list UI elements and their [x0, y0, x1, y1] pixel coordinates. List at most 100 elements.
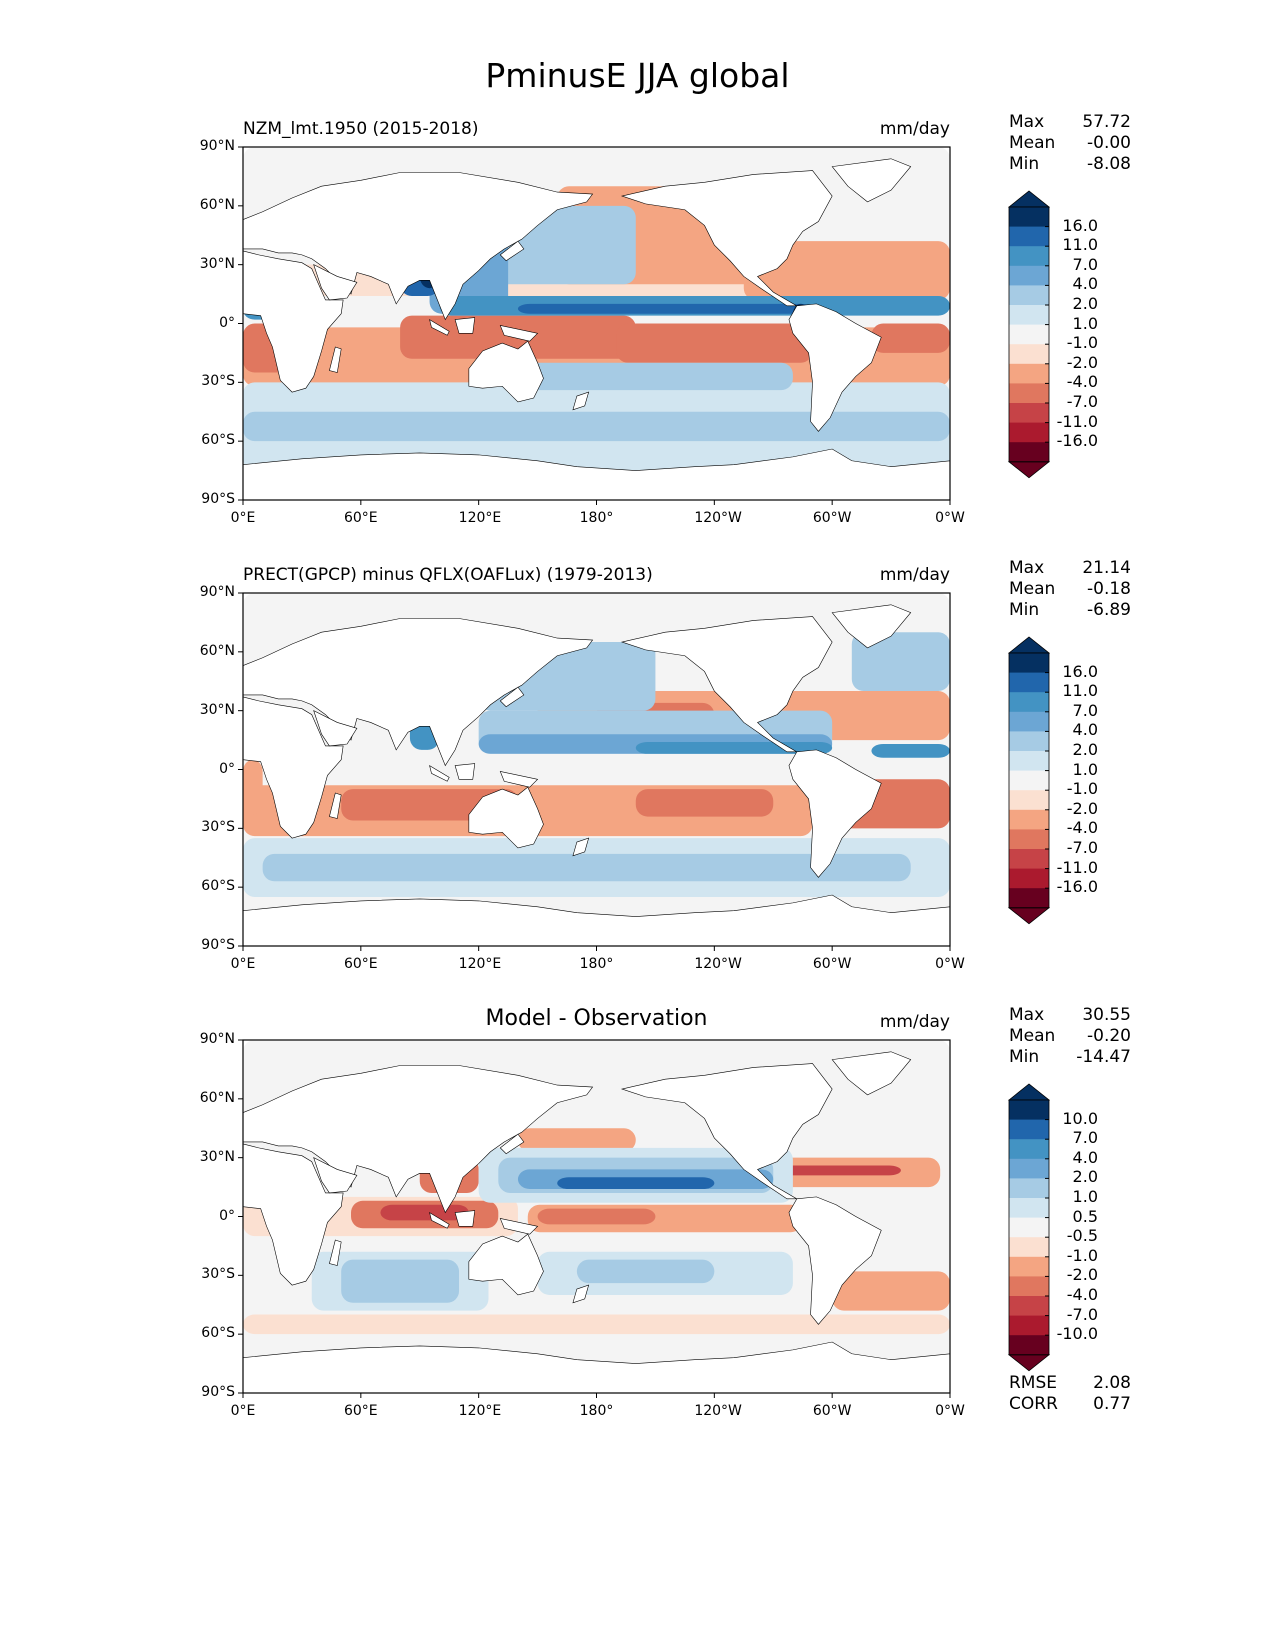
field-contour [763, 1165, 901, 1176]
colorbar-swatch [1009, 1315, 1049, 1336]
colorbar-extend-bottom [1007, 1354, 1051, 1372]
colorbar-level: 7.0 [1072, 700, 1098, 720]
field-contour [243, 1314, 950, 1335]
stat-value: 57.72 [1082, 112, 1131, 132]
field-contour [576, 1259, 715, 1284]
metric-value: 0.77 [1093, 1394, 1131, 1414]
field-contour [635, 789, 774, 817]
field-contour [557, 1177, 715, 1190]
colorbar-level: -4.0 [1066, 372, 1098, 392]
colorbar-level: -2.0 [1066, 798, 1098, 818]
colorbar-level: 16.0 [1062, 661, 1098, 681]
colorbar-swatch [1009, 265, 1049, 286]
colorbar-level: 16.0 [1062, 215, 1098, 235]
colorbar-frame [1008, 1099, 1050, 1356]
colorbar-level: -11.0 [1056, 411, 1098, 431]
colorbar-extend-bottom [1007, 907, 1051, 925]
colorbar-level: -2.0 [1066, 352, 1098, 372]
stat-value: -6.89 [1087, 600, 1131, 620]
colorbar-swatch [1009, 692, 1049, 713]
colorbar-swatch [1009, 1158, 1049, 1179]
map-field-difference [243, 1040, 950, 1393]
y-tick-label: 30°N [199, 1148, 235, 1165]
x-tick-label: 120°E [458, 1403, 502, 1419]
colorbar-level: 2.0 [1072, 294, 1098, 313]
y-tick-label: 90°N [199, 138, 235, 154]
colorbar-level: -1.0 [1066, 1245, 1098, 1265]
colorbar-swatch [1009, 1335, 1049, 1356]
y-tick-label: 60°S [201, 1325, 235, 1342]
colorbar-extend-bottom [1007, 461, 1051, 479]
colorbar-swatch [1009, 829, 1049, 850]
colorbar-swatch [1009, 809, 1049, 830]
field-contour [517, 362, 793, 391]
field-contour [243, 411, 950, 442]
x-tick-label: 120°W [694, 510, 742, 526]
y-tick-label: 60°N [199, 642, 235, 659]
x-tick-label: 180° [579, 956, 614, 972]
metric-label: RMSE [1009, 1373, 1058, 1393]
colorbar-swatch [1009, 1119, 1049, 1140]
colorbar-swatch [1009, 1256, 1049, 1277]
y-tick-label: 60°N [199, 196, 235, 213]
field-contour [537, 1208, 656, 1225]
field-contour [341, 1259, 460, 1303]
stat-value: -8.08 [1087, 154, 1131, 174]
colorbar [1007, 1083, 1051, 1372]
x-tick-label: 60°W [812, 956, 852, 972]
stat-value: -0.20 [1087, 1026, 1131, 1046]
y-tick-label: 30°N [199, 255, 235, 272]
field-contour [871, 323, 950, 353]
metric-label: CORR [1009, 1394, 1058, 1414]
stat-label: Max [1009, 1005, 1045, 1025]
colorbar-level: -7.0 [1066, 1304, 1098, 1324]
field-contour [517, 303, 813, 314]
x-tick-label: 120°E [458, 510, 502, 526]
colorbar-level: -16.0 [1056, 877, 1098, 897]
colorbar-swatch [1009, 344, 1049, 365]
colorbar-level: 1.0 [1072, 1187, 1098, 1206]
y-tick-label: 0° [219, 760, 235, 777]
x-tick-label: 60°W [812, 1403, 852, 1419]
field-contour [616, 323, 813, 363]
colorbar-swatch [1009, 1100, 1049, 1121]
stat-label: Mean [1009, 579, 1056, 599]
field-contour [517, 1128, 636, 1152]
y-tick-label: 90°S [201, 937, 235, 953]
x-tick-label: 120°W [694, 1403, 742, 1419]
colorbar-swatch [1009, 653, 1049, 674]
colorbar-swatch [1009, 363, 1049, 384]
colorbar-level: 0.5 [1072, 1206, 1098, 1226]
colorbar-level: 2.0 [1072, 740, 1098, 759]
x-tick-label: 0°E [230, 1403, 256, 1419]
panel-units: mm/day [879, 119, 950, 139]
x-tick-label: 120°E [458, 956, 502, 972]
colorbar-level: -4.0 [1066, 818, 1098, 838]
x-tick-label: 0°E [230, 510, 256, 526]
colorbar-level: -7.0 [1066, 392, 1098, 411]
colorbar-level: -4.0 [1066, 1285, 1098, 1304]
stats-block: Max 30.55 Mean -0.20 Min -14.47 [1009, 1005, 1131, 1068]
colorbar-swatch [1009, 849, 1049, 870]
colorbar-level: -0.5 [1066, 1226, 1098, 1246]
x-tick-label: 60°E [343, 1403, 378, 1419]
colorbar-swatch [1009, 1139, 1049, 1160]
y-tick-label: 90°S [201, 1384, 235, 1400]
stat-label: Min [1009, 1047, 1040, 1067]
y-tick-label: 90°S [201, 491, 235, 507]
colorbar [1007, 190, 1051, 479]
x-tick-label: 0°W [935, 510, 965, 526]
colorbar-level: -16.0 [1056, 431, 1098, 451]
x-tick-label: 180° [579, 1403, 614, 1419]
colorbar-swatch [1009, 1198, 1049, 1219]
figure-title: PminusE JJA global [485, 56, 790, 95]
colorbar-frame [1008, 206, 1050, 463]
panel-title: Model - Observation [485, 1006, 708, 1031]
colorbar-level: 4.0 [1072, 1147, 1098, 1167]
colorbar-swatch [1009, 790, 1049, 811]
stat-value: 30.55 [1082, 1005, 1131, 1025]
colorbar-level: 7.0 [1072, 1128, 1098, 1148]
stat-value: -0.18 [1087, 579, 1131, 599]
colorbar-swatch [1009, 285, 1049, 306]
colorbar-swatch [1009, 324, 1049, 345]
